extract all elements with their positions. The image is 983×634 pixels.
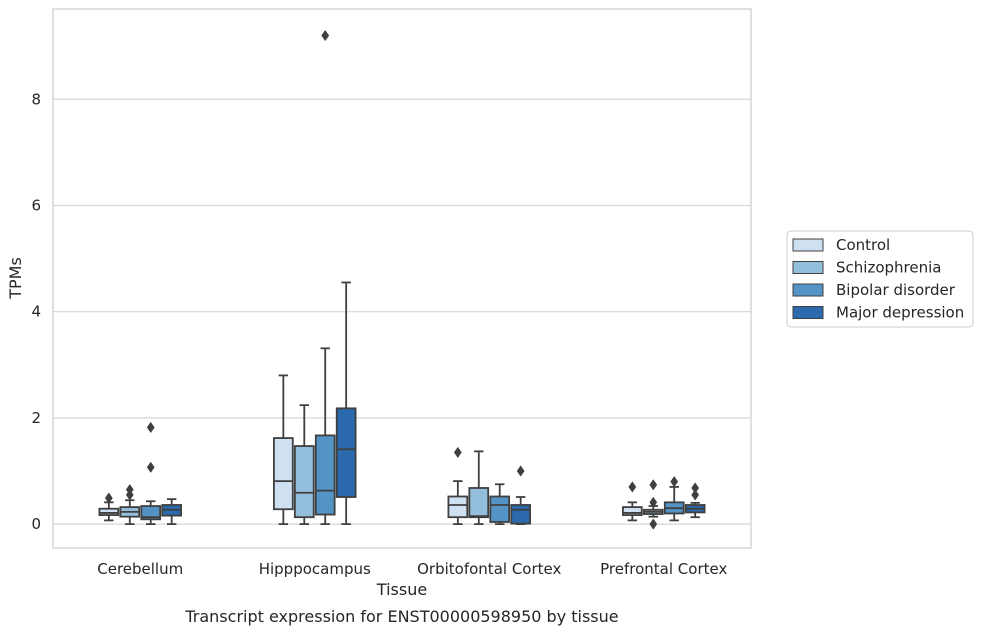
x-tick-label: Hipppocampus bbox=[259, 560, 371, 578]
legend-swatch bbox=[792, 306, 824, 319]
outlier-marker bbox=[321, 29, 330, 42]
box bbox=[489, 495, 511, 523]
box bbox=[273, 437, 294, 511]
box-group bbox=[468, 450, 490, 526]
outlier-marker bbox=[649, 518, 658, 530]
y-tick-label: 2 bbox=[31, 409, 41, 427]
legend-frame bbox=[786, 230, 974, 328]
box-group bbox=[642, 479, 664, 530]
outlier-marker bbox=[628, 481, 637, 493]
y-tick-label: 6 bbox=[31, 196, 41, 214]
y-tick-label: 4 bbox=[31, 303, 41, 321]
x-tick-labels: Cerebellum Hipppocampus Orbitofontal Corte… bbox=[97, 560, 727, 578]
box bbox=[293, 445, 315, 519]
box bbox=[335, 407, 357, 498]
box bbox=[447, 495, 469, 519]
box-group bbox=[335, 281, 357, 526]
outlier-marker bbox=[516, 465, 525, 477]
box-group bbox=[447, 446, 469, 526]
x-axis-title: Tissue bbox=[376, 580, 427, 599]
box bbox=[140, 505, 162, 521]
legend-swatch bbox=[792, 261, 824, 274]
box-group bbox=[98, 492, 120, 522]
legend-label: Schizophrenia bbox=[836, 259, 941, 277]
box bbox=[622, 506, 643, 516]
y-axis-title: TPMs bbox=[6, 257, 25, 300]
plot-background bbox=[53, 9, 751, 548]
legend-label: Major depression bbox=[836, 304, 964, 322]
boxes bbox=[98, 29, 706, 530]
legend-swatch bbox=[792, 238, 824, 252]
outlier-marker bbox=[453, 446, 462, 459]
box-group bbox=[119, 483, 141, 526]
outlier-marker bbox=[691, 482, 700, 494]
box-group bbox=[663, 475, 685, 522]
x-tick-label: Prefrontal Cortex bbox=[600, 560, 727, 578]
outlier-marker bbox=[649, 496, 658, 508]
outlier-marker bbox=[146, 461, 155, 473]
box-group bbox=[293, 404, 315, 526]
legend-label: Bipolar disorder bbox=[836, 281, 956, 299]
box-group bbox=[684, 482, 706, 519]
box bbox=[98, 507, 120, 516]
y-tick-label: 0 bbox=[31, 515, 41, 533]
legend-label: Control bbox=[836, 236, 890, 254]
outlier-marker bbox=[146, 421, 155, 434]
box-group bbox=[161, 498, 182, 526]
box bbox=[510, 504, 531, 525]
box-group bbox=[622, 481, 643, 522]
legend-swatch bbox=[792, 283, 824, 297]
x-tick-label: Cerebellum bbox=[97, 560, 183, 578]
outlier-marker bbox=[691, 489, 700, 501]
outlier-marker bbox=[649, 479, 658, 491]
box bbox=[314, 434, 336, 516]
chart-caption: Transcript expression for ENST0000059895… bbox=[184, 607, 618, 626]
outlier-marker bbox=[670, 475, 679, 488]
box-group bbox=[140, 421, 162, 526]
gridlines bbox=[53, 98, 751, 525]
y-tick-label: 8 bbox=[31, 90, 41, 108]
outlier-marker bbox=[104, 492, 113, 504]
box bbox=[468, 487, 490, 519]
y-tick-labels: 0 2 4 6 8 bbox=[31, 90, 41, 533]
box-group bbox=[314, 29, 336, 526]
x-tick-label: Orbitofontal Cortex bbox=[417, 560, 561, 578]
outlier-marker bbox=[125, 483, 134, 496]
plot-frame bbox=[52, 8, 752, 549]
legend: Control Schizophrenia Bipolar disorder Majo… bbox=[786, 230, 974, 328]
box-group bbox=[489, 483, 511, 526]
box-group bbox=[273, 374, 294, 526]
box-group bbox=[510, 465, 531, 526]
